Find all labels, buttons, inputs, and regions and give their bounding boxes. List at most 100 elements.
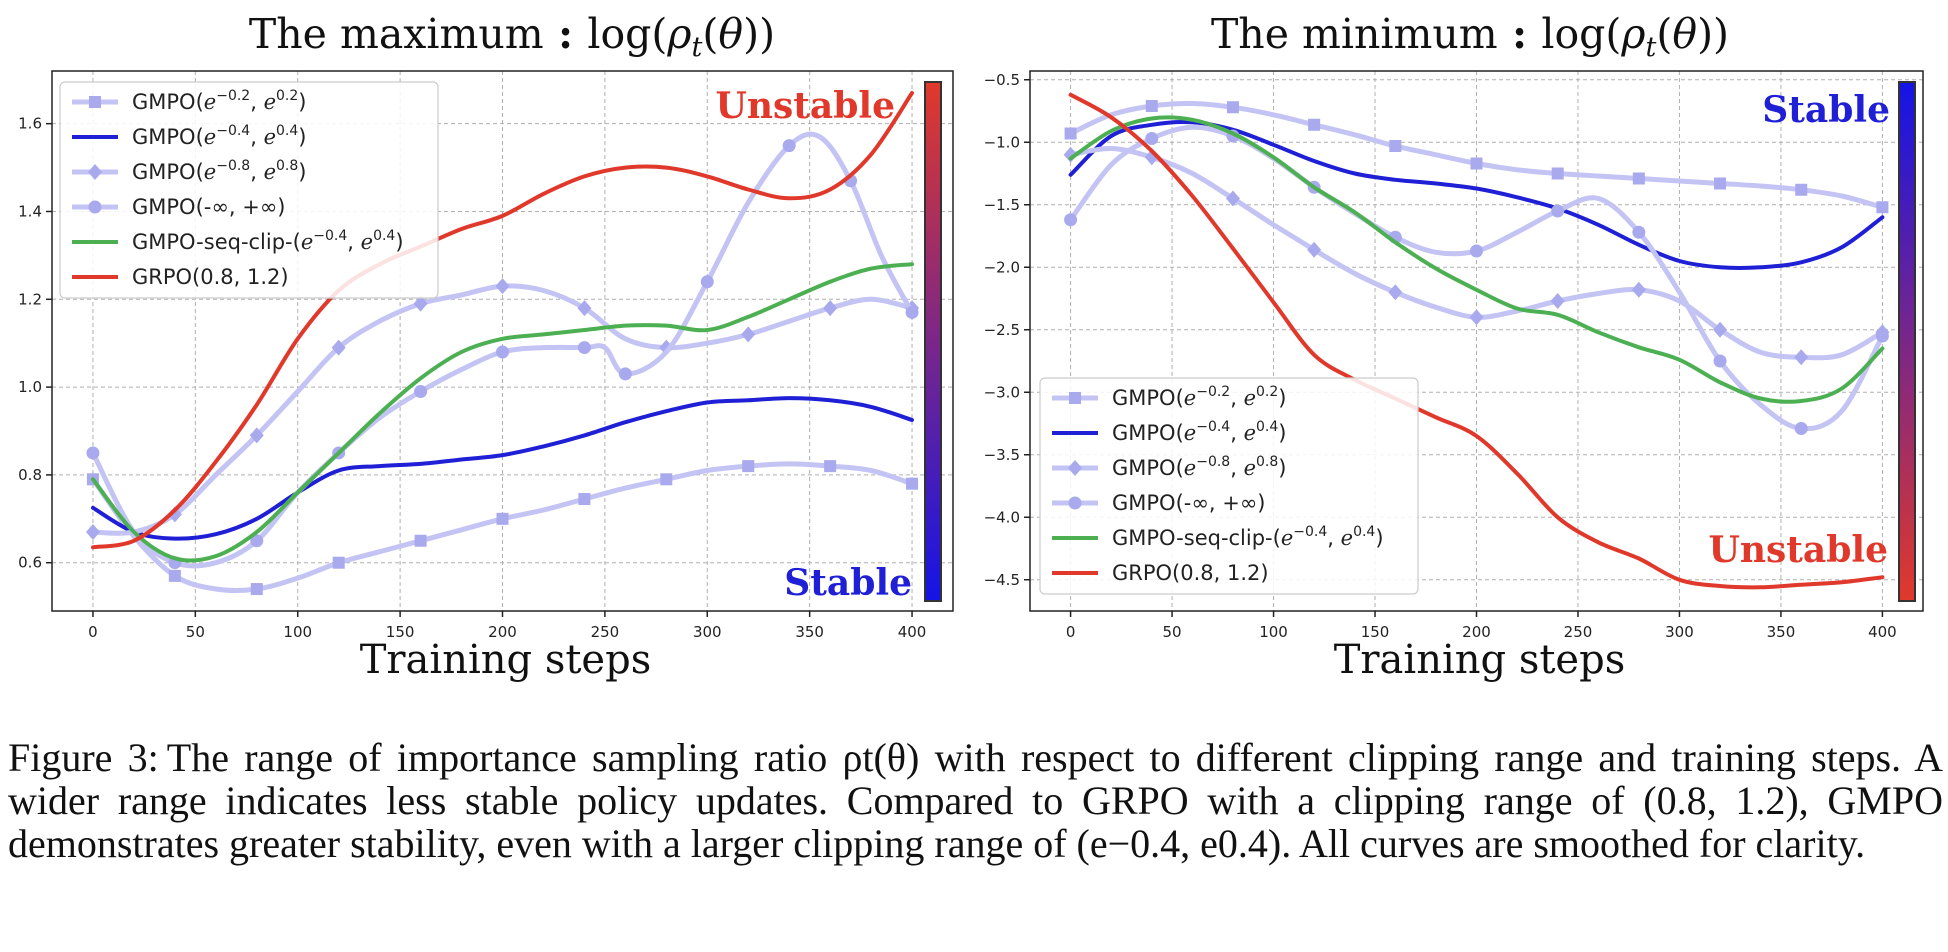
chart-panel-minimum: The minimum : log(ρt(θ)) 0 50 100 150 200 250 3… bbox=[984, 10, 1924, 683]
series-markers bbox=[86, 460, 919, 596]
legend-label-part: ) bbox=[298, 160, 306, 184]
legend-label-part: GMPO(-∞, +∞) bbox=[132, 195, 285, 219]
legend-label-var: e bbox=[1244, 456, 1256, 480]
data-point-circle bbox=[250, 534, 264, 548]
series-line bbox=[91, 262, 914, 563]
x-tick-label: 250 bbox=[1564, 623, 1593, 641]
legend-label-part: GMPO-seq-clip-( bbox=[132, 230, 301, 254]
legend-label: GMPO(-∞, +∞) bbox=[1112, 491, 1265, 515]
legend-box bbox=[59, 81, 439, 299]
data-point-diamond bbox=[1225, 190, 1240, 207]
legend: GMPO(e−0.2, e0.2)GMPO(e−0.4, e0.4)GMPO(e… bbox=[1039, 377, 1419, 595]
chart-title-text: The maximum bbox=[249, 10, 544, 58]
chart-title-colon: : bbox=[1498, 10, 1542, 58]
data-point-diamond bbox=[1307, 241, 1322, 258]
y-tick-label: 1.0 bbox=[18, 378, 42, 396]
legend-label: GMPO(e−0.8, e0.8) bbox=[132, 158, 306, 184]
chart-title-math: ρ bbox=[1620, 10, 1645, 58]
x-tick-label: 400 bbox=[1868, 623, 1897, 641]
legend-label: GMPO(-∞, +∞) bbox=[132, 195, 285, 219]
y-tick-label: −2.5 bbox=[984, 321, 1020, 339]
legend-label-exp: 0.4 bbox=[373, 228, 395, 244]
data-point-diamond bbox=[249, 427, 264, 444]
x-tick-label: 300 bbox=[1665, 623, 1694, 641]
chart-panel-maximum: The maximum : log(ρt(θ)) 0 50 100 150 200 250 3… bbox=[18, 10, 954, 683]
chart-title-math: )) bbox=[743, 10, 775, 58]
y-tick-label: −1.0 bbox=[984, 133, 1020, 151]
data-point-circle bbox=[1064, 213, 1078, 227]
legend: GMPO(e−0.2, e0.2)GMPO(e−0.4, e0.4)GMPO(e… bbox=[59, 81, 439, 299]
legend-label-exp: −0.4 bbox=[1196, 419, 1230, 435]
x-tick-label: 350 bbox=[795, 623, 824, 641]
legend-label: GMPO(e−0.2, e0.2) bbox=[132, 88, 306, 114]
x-tick-label: 100 bbox=[1259, 623, 1288, 641]
legend-label-var: e bbox=[204, 125, 216, 149]
legend-label-part: , bbox=[347, 230, 360, 254]
legend-label-exp: 0.4 bbox=[1256, 419, 1278, 435]
chart-title: The minimum : log(ρt(θ)) bbox=[1211, 10, 1729, 63]
legend-label-part: GMPO( bbox=[1112, 456, 1184, 480]
y-tick-label: −2.0 bbox=[984, 258, 1020, 276]
series-line bbox=[1068, 115, 1885, 404]
legend-label-var: e bbox=[1244, 386, 1256, 410]
legend-label: GMPO-seq-clip-(e−0.4, e0.4) bbox=[1112, 524, 1384, 550]
data-point-circle bbox=[1794, 422, 1808, 435]
legend-label-exp: 0.8 bbox=[1256, 454, 1278, 470]
legend-label-part: GMPO( bbox=[132, 125, 204, 149]
x-tick-label: 150 bbox=[386, 623, 415, 641]
data-point-circle bbox=[618, 367, 632, 381]
chart-title-math: ( bbox=[1656, 10, 1672, 58]
legend-label-part: GMPO( bbox=[1112, 421, 1184, 445]
data-point-circle bbox=[782, 139, 796, 153]
series-markers bbox=[85, 278, 920, 540]
data-point-square bbox=[496, 512, 509, 525]
legend-label-exp: −0.8 bbox=[1196, 454, 1230, 470]
figure-caption: Figure 3: The range of importance samplin… bbox=[8, 736, 1943, 865]
y-tick-label: −0.5 bbox=[984, 71, 1020, 89]
chart-title-sub: t bbox=[1646, 32, 1657, 63]
data-point-square bbox=[1714, 177, 1727, 190]
legend-label-var: e bbox=[1184, 456, 1196, 480]
data-point-circle bbox=[1632, 225, 1646, 239]
legend-label-exp: −0.4 bbox=[1293, 524, 1327, 540]
legend-label-exp: 0.8 bbox=[276, 158, 298, 174]
data-point-square bbox=[332, 556, 345, 569]
series-markers bbox=[1064, 100, 1889, 214]
legend-label-var: e bbox=[1341, 526, 1353, 550]
legend-label: GRPO(0.8, 1.2) bbox=[132, 265, 289, 289]
y-tick-label: 1.6 bbox=[18, 115, 42, 133]
x-tick-label: 200 bbox=[488, 623, 517, 641]
legend-label: GMPO(e−0.4, e0.4) bbox=[132, 123, 306, 149]
legend-label: GMPO(e−0.2, e0.2) bbox=[1112, 384, 1286, 410]
legend-label-exp: 0.2 bbox=[276, 88, 298, 104]
y-tick-label: 0.8 bbox=[18, 466, 42, 484]
y-tick-label: 0.6 bbox=[18, 554, 42, 572]
legend-label-part: ) bbox=[395, 230, 403, 254]
legend-label-part: , bbox=[1230, 421, 1243, 445]
legend-label-exp: −0.8 bbox=[216, 158, 250, 174]
data-point-circle bbox=[414, 384, 428, 398]
data-point-circle bbox=[1713, 354, 1727, 368]
data-point-diamond bbox=[823, 300, 838, 317]
chart-title-colon: : bbox=[544, 10, 588, 58]
chart-title: The maximum : log(ρt(θ)) bbox=[249, 10, 775, 63]
legend-label-part: ) bbox=[298, 90, 306, 114]
data-point-diamond bbox=[1713, 321, 1728, 338]
x-tick-label: 0 bbox=[1066, 623, 1076, 641]
legend-label-var: e bbox=[1184, 386, 1196, 410]
chart-title-math: θ bbox=[1672, 10, 1697, 58]
legend-label-exp: 0.4 bbox=[1353, 524, 1375, 540]
x-tick-label: 350 bbox=[1767, 623, 1796, 641]
colorbar-top-label: Stable bbox=[1762, 89, 1890, 131]
chart-title-math: ( bbox=[702, 10, 718, 58]
data-point-circle bbox=[496, 345, 509, 359]
data-point-diamond bbox=[88, 164, 102, 180]
data-point-circle bbox=[1145, 132, 1159, 145]
data-point-diamond bbox=[1068, 460, 1082, 476]
colorbar bbox=[926, 83, 940, 600]
legend-label: GRPO(0.8, 1.2) bbox=[1112, 561, 1269, 585]
data-point-circle bbox=[577, 341, 591, 355]
data-point-square bbox=[89, 96, 101, 108]
legend-label-var: e bbox=[1244, 421, 1256, 445]
legend-label-part: GMPO( bbox=[132, 90, 204, 114]
